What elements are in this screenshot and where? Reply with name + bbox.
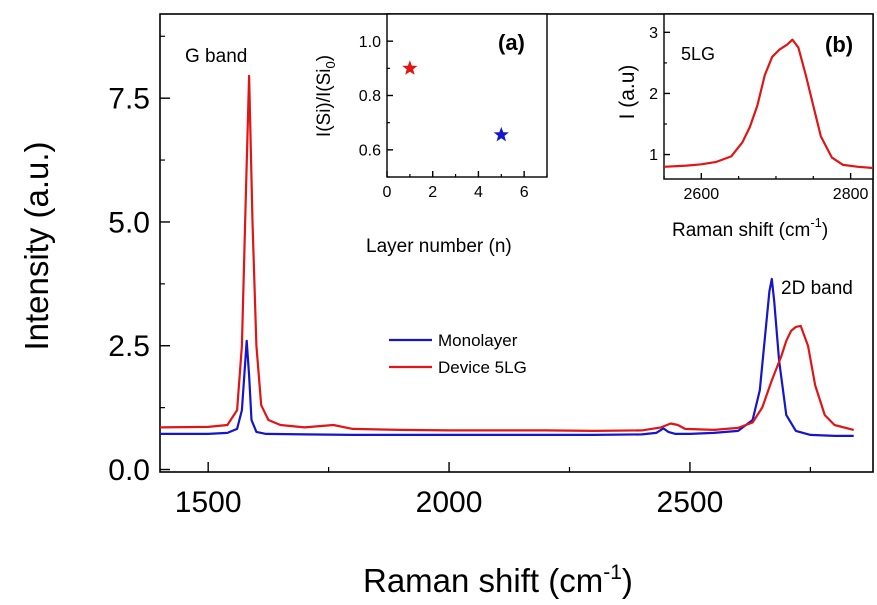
inset-a-y-tick-label: 0.6 bbox=[359, 142, 381, 159]
inset-a-star-point bbox=[493, 126, 509, 142]
inset-b-x-tick-label: 2800 bbox=[833, 186, 869, 203]
inset-a-y-axis-label: I(Si)/I(Si0) bbox=[314, 55, 338, 137]
inset-b-y-tick-label: 3 bbox=[649, 25, 658, 42]
main-x-tick-label: 2000 bbox=[416, 486, 483, 519]
inset-a-frame bbox=[386, 13, 548, 178]
main-y-tick-label: 7.5 bbox=[108, 83, 150, 116]
inset-b-panel-label: (b) bbox=[825, 32, 853, 57]
main-y-tick-label: 0.0 bbox=[108, 454, 150, 487]
inset-b-5lg-annotation: 5LG bbox=[681, 44, 715, 64]
inset-b-y-axis-label: I (a.u) bbox=[616, 65, 639, 120]
inset-a-series bbox=[402, 60, 509, 142]
main-y-tick-label: 5.0 bbox=[108, 206, 150, 239]
inset-a-chart: 0 2 4 6 0.6 0.8 1.0 (a) Layer number (n) I(Si)… bbox=[314, 13, 548, 257]
legend-label-monolayer: Monolayer bbox=[438, 331, 518, 350]
inset-a-x-axis-label: Layer number (n) bbox=[366, 236, 512, 257]
series-line-monolayer bbox=[160, 277, 854, 437]
inset-a-panel-label: (a) bbox=[498, 30, 525, 55]
inset-a-x-tick-label: 4 bbox=[474, 184, 483, 201]
main-x-tick-label: 1500 bbox=[175, 486, 242, 519]
2d-band-annotation: 2D band bbox=[781, 278, 853, 299]
inset-b-x-axis-label: Raman shift (cm-1) bbox=[672, 215, 828, 241]
inset-b-y-tick-label: 2 bbox=[649, 86, 658, 103]
main-x-tick-label: 2500 bbox=[657, 486, 724, 519]
inset-a-x-tick-label: 6 bbox=[520, 184, 529, 201]
series-line-device-5lg bbox=[159, 74, 854, 432]
g-band-annotation: G band bbox=[185, 46, 247, 67]
inset-b-frame bbox=[663, 13, 874, 180]
inset-b-series bbox=[663, 38, 874, 170]
legend: Monolayer Device 5LG bbox=[389, 331, 527, 377]
inset-b-series-line bbox=[663, 38, 874, 170]
inset-a-y-tick-label: 1.0 bbox=[359, 34, 381, 51]
inset-b-ticks: 2600 2800 1 2 3 bbox=[649, 25, 868, 203]
legend-label-device-5lg: Device 5LG bbox=[438, 358, 527, 377]
main-ticks: 1500 2000 2500 0.0 2.5 5.0 7.5 bbox=[108, 35, 811, 519]
inset-a-x-tick-label: 0 bbox=[383, 184, 392, 201]
main-y-axis-label: Intensity (a.u.) bbox=[18, 141, 55, 350]
inset-b-x-tick-label: 2600 bbox=[684, 186, 720, 203]
inset-a-y-tick-label: 0.8 bbox=[359, 88, 381, 105]
inset-a-star-point bbox=[402, 60, 418, 75]
main-y-tick-label: 2.5 bbox=[108, 330, 150, 363]
main-x-axis-label: Raman shift (cm-1) bbox=[363, 561, 633, 599]
inset-b-chart: 2600 2800 1 2 3 (b) 5LG Raman shift (cm-1) I… bbox=[616, 13, 874, 241]
inset-a-ticks: 0 2 4 6 0.6 0.8 1.0 bbox=[359, 13, 548, 201]
inset-a-x-tick-label: 2 bbox=[428, 184, 437, 201]
inset-b-y-tick-label: 1 bbox=[649, 147, 658, 164]
main-series bbox=[159, 74, 854, 437]
